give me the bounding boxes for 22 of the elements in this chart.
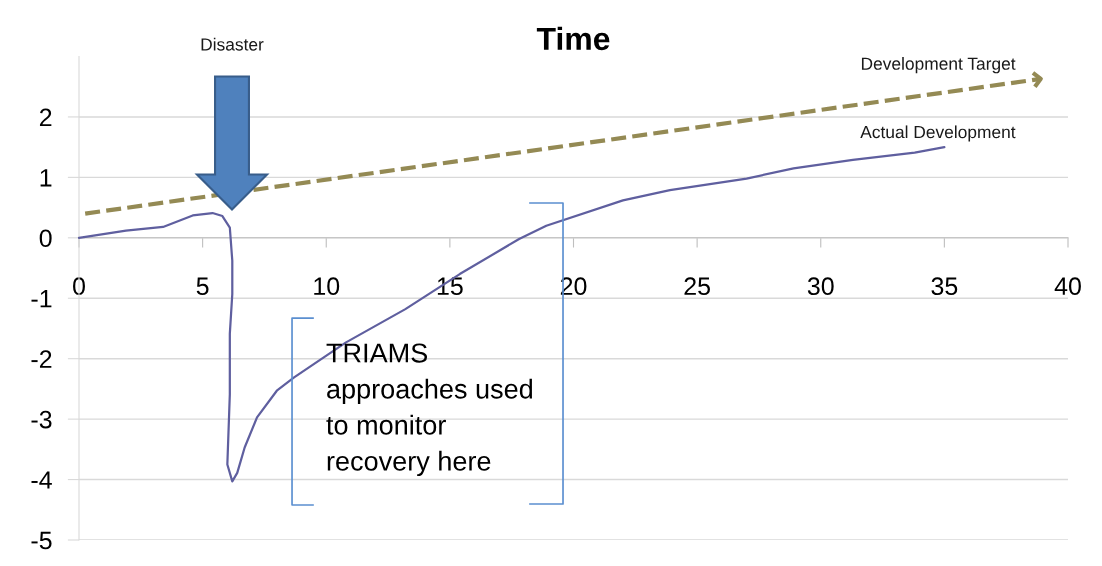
x-tick-label: 15 [437, 277, 463, 296]
y-tick-label: -4 [31, 471, 52, 489]
x-tick-label: 5 [196, 277, 209, 296]
chart-title: Time [536, 26, 610, 51]
x-tick-label: 25 [684, 277, 710, 296]
text: Disaster [201, 37, 264, 51]
x-tick-label: 40 [1054, 277, 1081, 296]
series-label: Development Target [861, 57, 1016, 74]
x-tick-label: 20 [560, 277, 587, 296]
y-tick-label: 2 [39, 108, 52, 126]
y-tick-label: -5 [31, 531, 52, 550]
y-tick-label: 1 [40, 169, 52, 187]
x-tick-label: 35 [931, 277, 958, 296]
y-tick-label: -2 [31, 350, 52, 368]
x-tick-label: 0 [73, 277, 85, 296]
series-label: Actual Development [860, 125, 1016, 142]
x-tick-label: 10 [314, 277, 340, 296]
x-tick-label: 30 [807, 277, 834, 296]
y-tick-label: -3 [31, 410, 52, 429]
annotation: TRIAMS approaches used to monitor recovery here [326, 343, 532, 477]
y-tick-label: -1 [31, 290, 52, 308]
y-tick-label: 0 [39, 229, 52, 248]
